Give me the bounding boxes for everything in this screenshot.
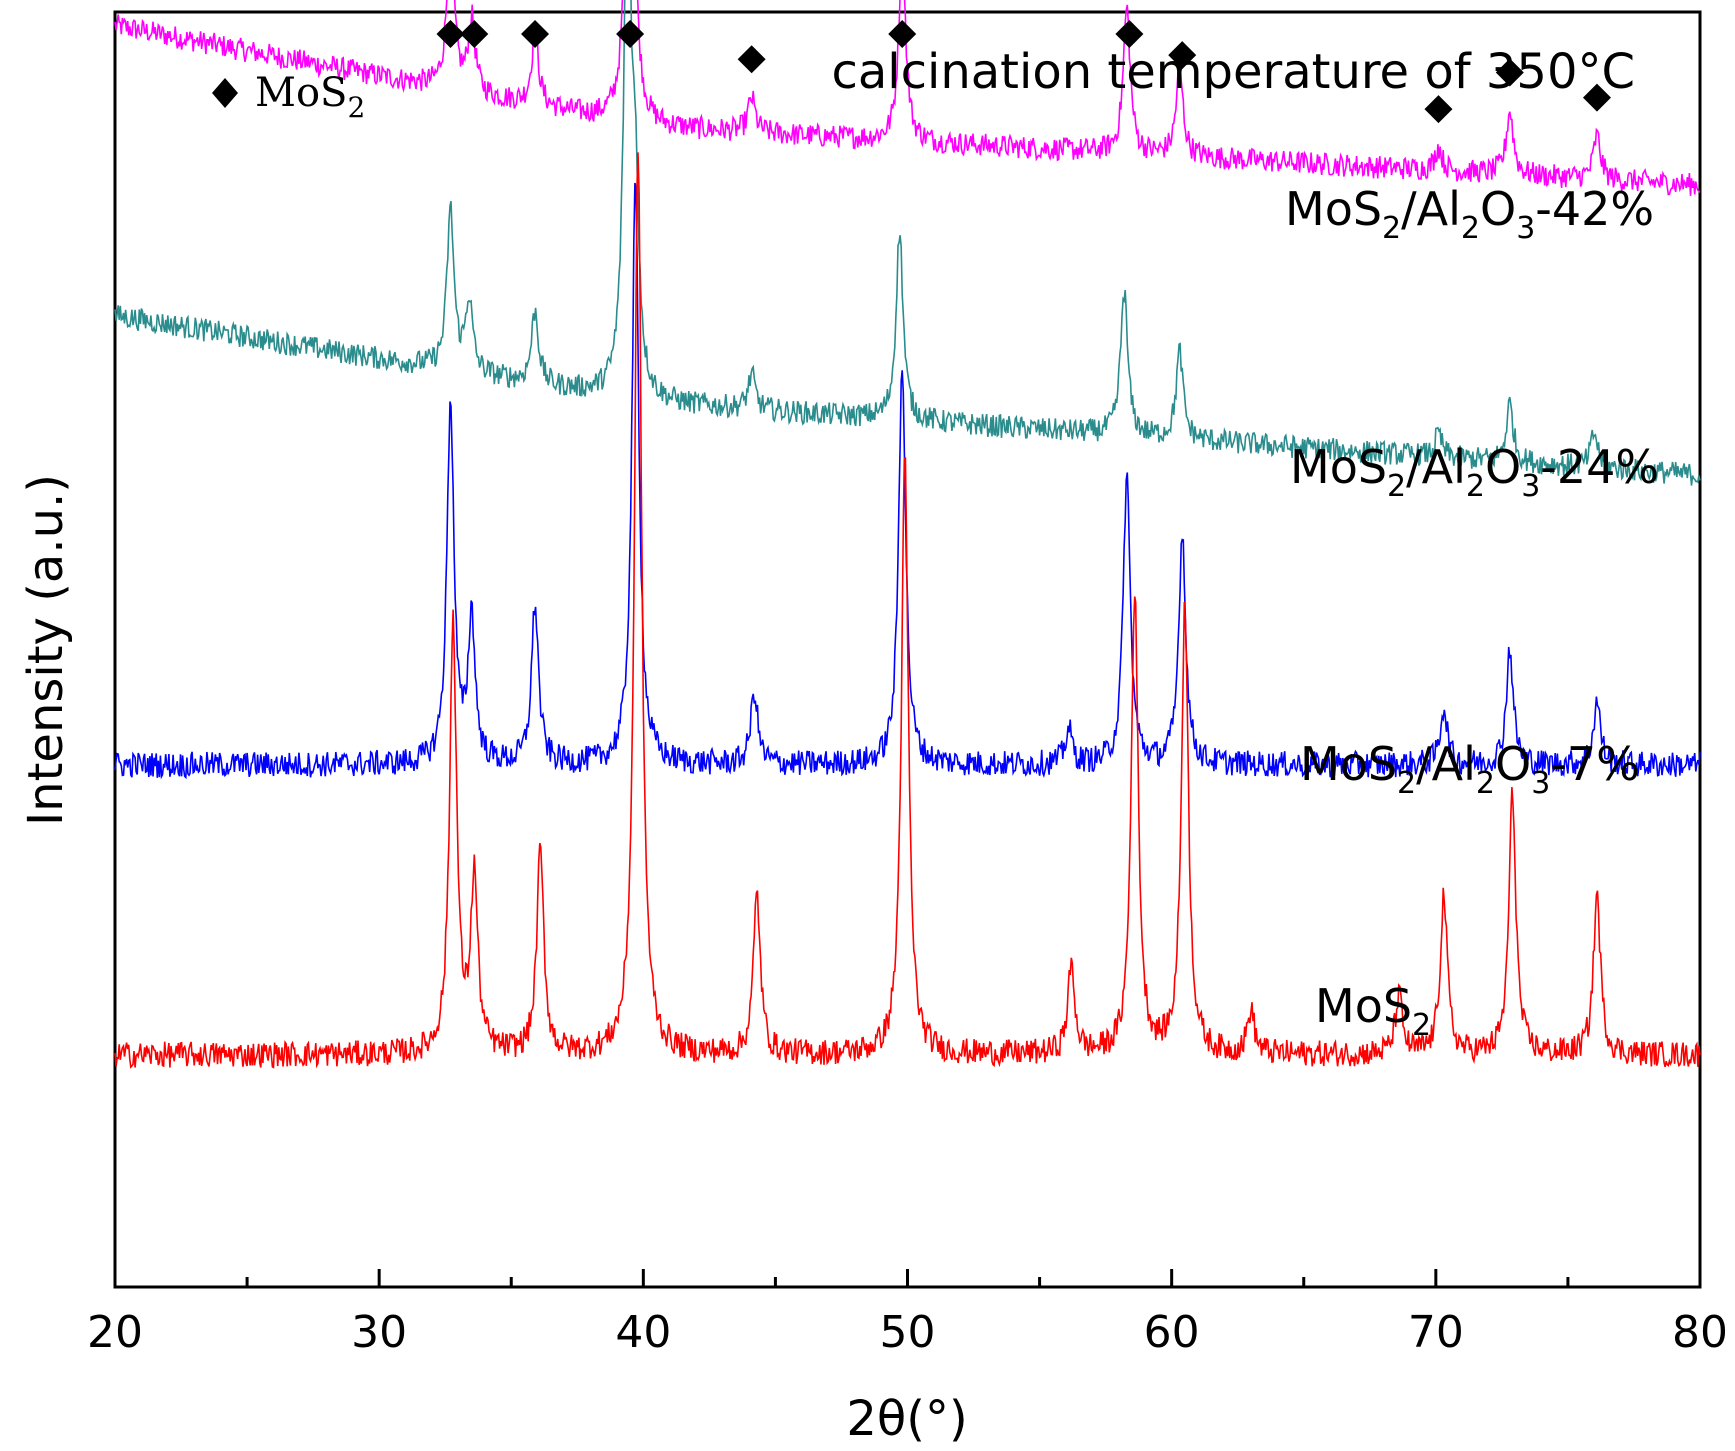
peak-diamond-icon: [737, 45, 766, 74]
x-tick-label: 60: [1144, 1307, 1200, 1358]
x-axis-ticks: 20 30 40 50 60 70 80: [87, 1269, 1728, 1358]
series-layer: [114, 0, 1701, 1069]
peak-diamond-icon: [1115, 20, 1144, 48]
x-tick-label: 20: [87, 1307, 143, 1358]
x-tick-label: 30: [351, 1307, 407, 1358]
legend: MoS2: [212, 70, 365, 124]
series-label-mos2: MoS2: [1315, 979, 1431, 1043]
x-tick-label: 50: [880, 1307, 936, 1358]
x-tick-label: 40: [615, 1307, 671, 1358]
series-line-1: [114, 0, 1701, 486]
y-axis-label: Intensity (a.u.): [18, 474, 74, 826]
x-tick-label: 80: [1672, 1307, 1728, 1358]
peak-marker-layer: [436, 20, 1611, 124]
series-label-7: MoS2/Al2O3-7%: [1300, 737, 1640, 801]
peak-diamond-icon: [888, 20, 917, 48]
x-tick-label: 70: [1408, 1307, 1464, 1358]
series-line-3: [114, 152, 1701, 1069]
legend-label: MoS2: [255, 70, 365, 124]
peak-diamond-icon: [1582, 83, 1611, 112]
chart-title: calcination temperature of 350°C: [831, 44, 1635, 100]
series-label-42: MoS2/Al2O3-42%: [1285, 182, 1654, 246]
series-line-0: [114, 0, 1701, 196]
x-axis-label: 2θ(°): [846, 1391, 967, 1447]
peak-diamond-icon: [1168, 41, 1197, 70]
peak-diamond-icon: [1424, 95, 1453, 124]
legend-diamond-icon: [212, 78, 238, 108]
peak-diamond-icon: [460, 20, 489, 48]
series-label-24: MoS2/Al2O3-24%: [1290, 440, 1659, 504]
peak-diamond-icon: [1495, 58, 1524, 87]
peak-diamond-icon: [436, 20, 465, 48]
peak-diamond-icon: [616, 20, 645, 48]
peak-diamond-icon: [521, 20, 550, 48]
